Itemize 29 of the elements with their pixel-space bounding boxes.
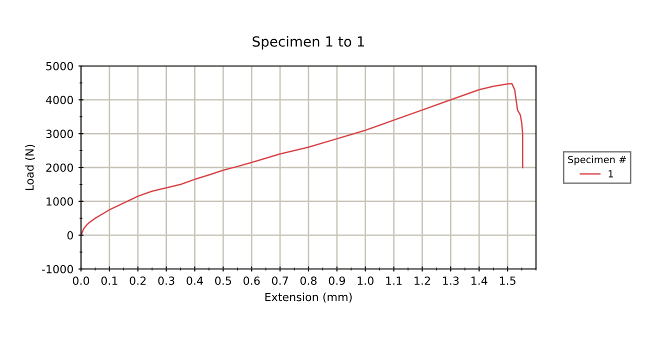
x-tick-label: 1.0 [358, 276, 374, 285]
y-tick-label: 3000 [46, 130, 73, 138]
y-tick-label: 2000 [46, 163, 73, 172]
x-tick-label: 0.6 [244, 276, 260, 285]
legend-label: 1 [608, 170, 613, 178]
x-tick-label: 0.9 [328, 276, 345, 285]
y-tick-label: 0 [67, 231, 73, 240]
x-tick-label: 1.1 [386, 276, 402, 285]
y-axis-title: Load (N) [25, 144, 36, 190]
x-tick-label: 1.5 [500, 276, 516, 285]
legend-title: Specimen # [568, 156, 626, 166]
x-tick-label: 0.2 [130, 276, 146, 285]
line-series [81, 82, 524, 236]
x-tick-label: 1.2 [414, 276, 430, 285]
x-tick-label: 0.5 [215, 276, 232, 285]
x-tick-label: 0.7 [272, 276, 288, 285]
x-tick-label: 0.3 [158, 276, 174, 285]
x-tick-label: 0.1 [101, 276, 118, 285]
x-tick-label: 0.4 [186, 276, 203, 285]
y-tick-label: 5000 [46, 62, 73, 70]
x-tick-label: 0.0 [72, 276, 90, 285]
x-tick-label: 0.8 [300, 276, 317, 285]
y-tick-label: 4000 [46, 96, 73, 104]
chart-title: Specimen 1 to 1 [252, 36, 364, 50]
x-tick-label: 1.3 [443, 276, 459, 285]
y-tick-label: -1000 [42, 264, 73, 274]
x-tick-label: 1.4 [472, 276, 488, 285]
y-tick-label: 1000 [46, 197, 73, 206]
x-axis-title: Extension (mm) [265, 292, 352, 303]
